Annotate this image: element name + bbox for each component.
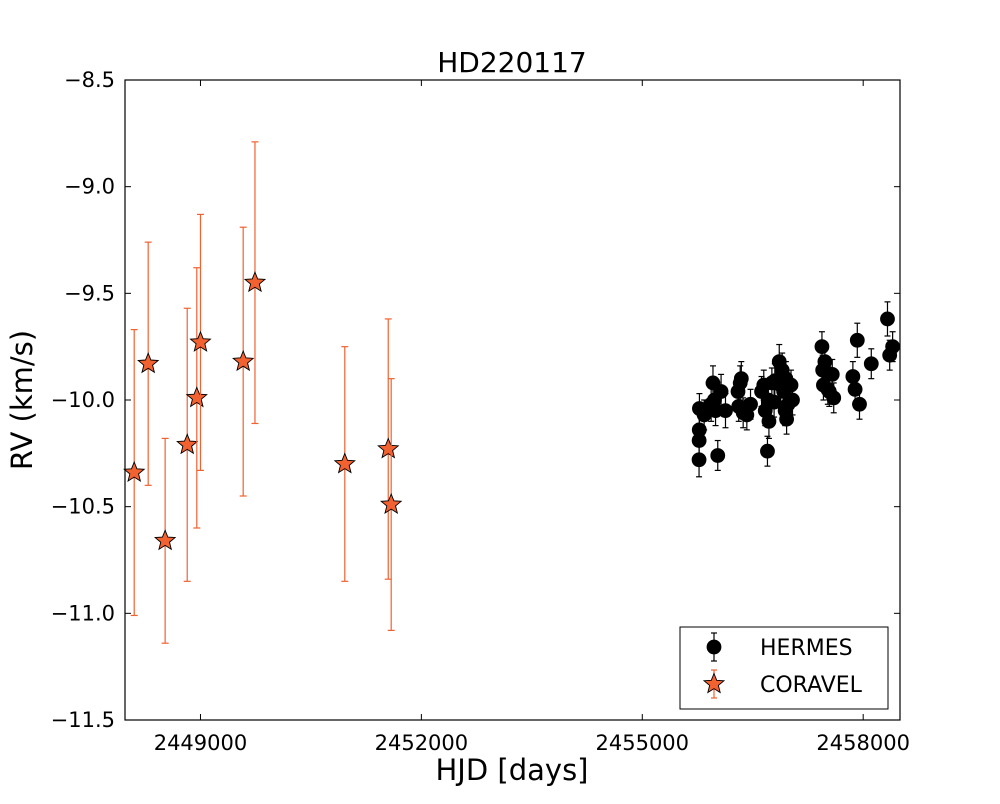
x-tick-label: 2458000 (816, 731, 910, 755)
x-tick-label: 2449000 (154, 731, 248, 755)
coravel-point (189, 330, 212, 352)
hermes-point (849, 332, 865, 348)
legend-label-coravel: CORAVEL (760, 673, 863, 698)
hermes-point (743, 396, 758, 412)
series-hermes (691, 301, 901, 478)
hermes-point (785, 392, 800, 408)
legend-label-hermes: HERMES (760, 636, 853, 661)
legend: HERMES CORAVEL (679, 626, 889, 710)
coravel-point (137, 352, 160, 374)
coravel-point (153, 529, 177, 551)
hermes-point (713, 384, 729, 399)
hermes-point (826, 390, 842, 406)
legend-marker-hermes (706, 632, 722, 662)
y-tick-label: −11.0 (51, 601, 115, 625)
hermes-point (863, 356, 879, 372)
axis-ticks: 2449000 2452000 2455000 2458000 −11.5 −11.0 −1… (51, 68, 910, 755)
y-tick-label: −9.0 (64, 175, 115, 199)
legend-box (679, 626, 889, 710)
hermes-point (718, 403, 733, 419)
hermes-point (885, 339, 901, 355)
coravel-point (380, 492, 403, 515)
coravel-point (123, 460, 146, 483)
data-marks (123, 141, 901, 644)
hermes-point (761, 413, 777, 429)
chart-title: HD220117 (437, 46, 587, 79)
coravel-point (333, 452, 356, 474)
coravel-point (243, 270, 267, 293)
hermes-point (733, 371, 749, 387)
y-tick-label: −10.0 (51, 388, 115, 412)
hermes-point (760, 443, 775, 459)
x-axis-label: HJD [days] (436, 753, 589, 787)
hermes-point (824, 366, 840, 382)
coravel-point (377, 437, 400, 459)
coravel-point (176, 433, 199, 455)
hermes-point (880, 311, 895, 327)
x-tick-label: 2452000 (375, 731, 469, 755)
y-axis-label: RV (km/s) (5, 330, 39, 470)
x-tick-label: 2455000 (596, 731, 690, 755)
legend-symbol (702, 672, 726, 694)
hermes-point (852, 396, 867, 412)
coravel-point (232, 349, 255, 372)
series-coravel (123, 141, 403, 644)
hermes-point (710, 448, 726, 463)
y-tick-label: −10.5 (51, 495, 115, 519)
legend-symbol (706, 639, 722, 655)
legend-marker-coravel (702, 669, 726, 699)
y-tick-label: −8.5 (64, 68, 115, 92)
coravel-point (185, 386, 208, 408)
y-tick-label: −11.5 (51, 708, 115, 732)
y-tick-label: −9.5 (64, 281, 115, 305)
hermes-point (845, 369, 861, 384)
